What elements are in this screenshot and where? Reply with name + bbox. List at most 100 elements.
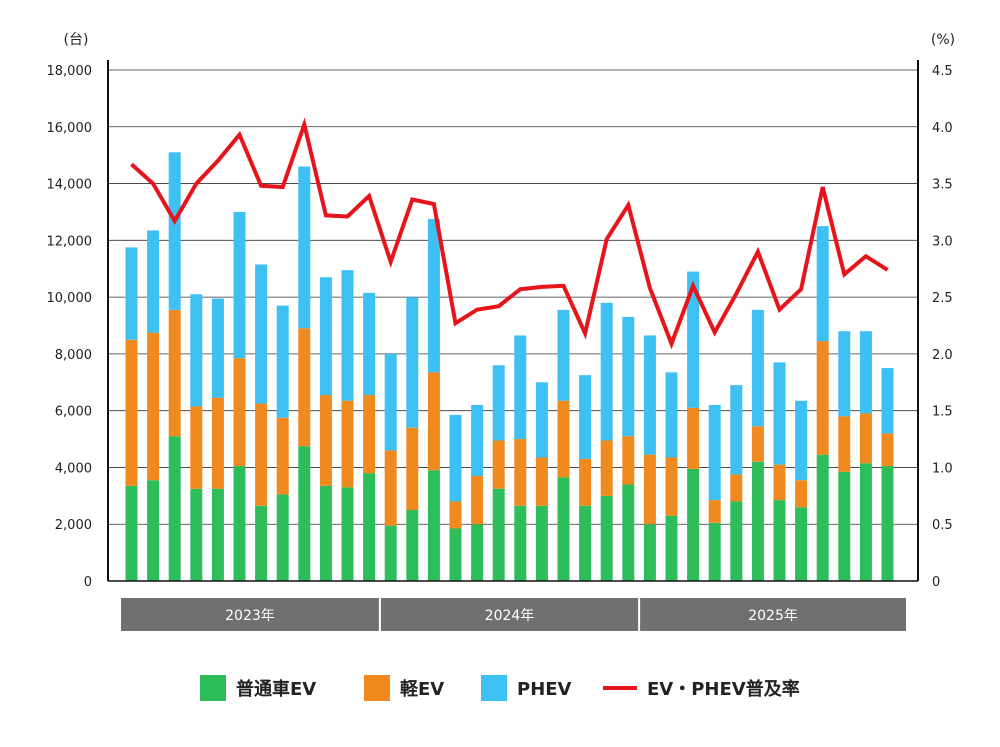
bar-segment [319,277,332,396]
bar-segment [643,454,656,525]
bar-segment [514,335,527,440]
bar-segment [168,152,181,310]
bar-segment [643,335,656,455]
bar-segment [687,407,700,469]
bar-segment [622,436,635,485]
bar-segment [795,480,808,508]
y-left-tick-label: 12,000 [47,234,93,249]
bar-segment [384,353,397,451]
bar-segment [838,471,851,581]
bar-segment [773,362,786,465]
bar-segment [881,433,894,467]
bar-segment [795,507,808,581]
bar-segment [147,230,160,333]
legend-swatch [200,675,226,701]
y-left-tick-label: 2,000 [55,518,92,533]
bar-segment [816,226,829,342]
bar-segment [751,426,764,462]
bar-segment [881,466,894,581]
bar-segment [859,331,872,414]
bar-segment [427,372,440,471]
bar-segment [471,404,484,476]
year-band-label: 2025年 [748,608,798,624]
y-left-tick-label: 10,000 [47,291,93,306]
y-right-tick-label: 4.0 [932,121,953,136]
year-band-label: 2024年 [485,608,535,624]
y-right-tick-label: 0 [932,575,940,590]
y-right-tick-label: 1.0 [932,461,953,476]
bar-segment [751,461,764,581]
y-right-tick-label: 1.5 [932,405,953,420]
bar-segment [471,524,484,581]
y-left-tick-label: 8,000 [55,348,92,363]
bar-segment [492,365,505,441]
y-right-tick-label: 0.5 [932,518,953,533]
y-right-tick-label: 3.5 [932,178,953,193]
bar-segment [730,501,743,581]
bar-segment [319,485,332,581]
bar-segment [665,515,678,581]
bar-segment [125,485,138,581]
bar-segment [579,375,592,459]
bar-segment [687,271,700,408]
legend-swatch [481,675,507,701]
y-left-tick-label: 16,000 [47,121,93,136]
bar-segment [708,404,721,501]
y-right-tick-label: 2.0 [932,348,953,363]
bar-segment [211,397,224,489]
bar-segment [535,505,548,581]
bar-segment [233,211,246,359]
bar-segment [838,416,851,472]
bar-segment [276,417,289,495]
y-left-tick-label: 18,000 [47,64,93,79]
bar-segment [600,302,613,441]
legend: 普通車EV 軽EV PHEV EV・PHEV普及率 [200,675,800,701]
year-band [640,598,906,631]
bar-segment [838,331,851,417]
bar-segment [622,316,635,437]
legend-label: 普通車EV [236,678,316,700]
year-band [380,598,639,631]
bar-segment [773,500,786,581]
bar-segment [471,475,484,525]
legend-label: EV・PHEV普及率 [647,678,800,700]
bar-segment [233,358,246,467]
bar-segment [535,457,548,506]
bar-segment [211,488,224,581]
bar-segment [449,501,462,529]
bar-segment [255,505,268,581]
bar-segment [363,473,376,581]
bar-segment [384,525,397,581]
legend-swatch [364,675,390,701]
y-right-tick-label: 3.0 [932,234,953,249]
bar-segment [795,400,808,481]
bar-segment [557,309,570,401]
bar-segment [233,466,246,581]
bar-segment [730,474,743,502]
year-bands: 2023年 2024年 2025年 [121,598,906,631]
bar-segment [687,468,700,581]
bar-segment [492,488,505,581]
bar-segment [341,270,354,401]
bar-segment [363,292,376,396]
rate-line-series [130,117,889,350]
rate-line [130,117,889,350]
bar-segment [406,427,419,511]
bar-segment [255,403,268,506]
y-left-unit-label: (台) [64,32,89,48]
bar-segment [276,494,289,581]
bar-segment [298,446,311,581]
legend-label: PHEV [517,679,572,700]
bar-segment [665,457,678,516]
y-left-tick-label: 6,000 [55,405,92,420]
bar-segment [190,488,203,581]
bar-segment [514,505,527,581]
y-left-tick-label: 4,000 [55,461,92,476]
y-right-tick-label: 2.5 [932,291,953,306]
bar-segment [859,463,872,581]
bar-segment [514,439,527,506]
bar-segment [406,510,419,581]
bar-segment [816,341,829,455]
bar-segment [298,166,311,329]
